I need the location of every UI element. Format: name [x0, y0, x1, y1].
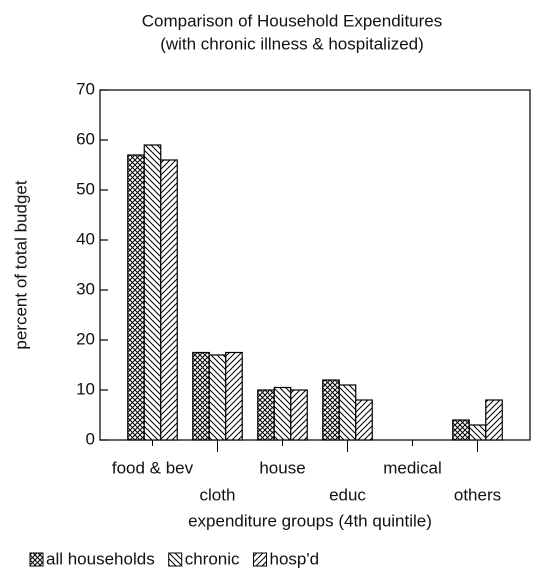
bar [290, 389, 308, 441]
bar [127, 154, 145, 441]
bar [160, 159, 178, 441]
legend-label: hosp'd [270, 549, 320, 568]
bar [273, 386, 292, 441]
y-tick-label: 10 [76, 379, 95, 398]
x-tick-label: food & bev [112, 458, 194, 477]
bar [485, 399, 503, 441]
y-tick-label: 0 [86, 429, 95, 448]
bar [208, 354, 227, 441]
bar [338, 384, 357, 441]
y-axis-label: percent of total budget [11, 180, 30, 349]
y-tick-label: 50 [76, 179, 95, 198]
x-axis-label: expenditure groups (4th quintile) [188, 511, 432, 530]
y-tick-label: 20 [76, 329, 95, 348]
bar [355, 399, 373, 441]
x-tick-label: house [259, 458, 305, 477]
y-tick-label: 60 [76, 129, 95, 148]
plot-frame [99, 89, 531, 441]
legend-swatch [29, 552, 44, 567]
legend-swatch [168, 552, 183, 567]
y-tick-label: 30 [76, 279, 95, 298]
bar [468, 424, 487, 441]
bar [322, 379, 340, 441]
x-tick-label: others [454, 485, 501, 504]
legend-label: chronic [185, 549, 240, 568]
bar [257, 389, 275, 441]
bar [143, 144, 162, 441]
chart-subtitle: (with chronic illness & hospitalized) [160, 34, 424, 53]
x-tick-label: cloth [200, 485, 236, 504]
y-tick-label: 40 [76, 229, 95, 248]
bar [192, 351, 210, 441]
bar [225, 351, 243, 441]
x-tick-label: educ [329, 485, 366, 504]
y-tick-label: 70 [76, 79, 95, 98]
chart-title: Comparison of Household Expenditures [142, 11, 443, 30]
x-tick-label: medical [383, 458, 442, 477]
legend-label: all households [46, 549, 155, 568]
legend-swatch [253, 552, 268, 567]
bar [452, 419, 470, 441]
